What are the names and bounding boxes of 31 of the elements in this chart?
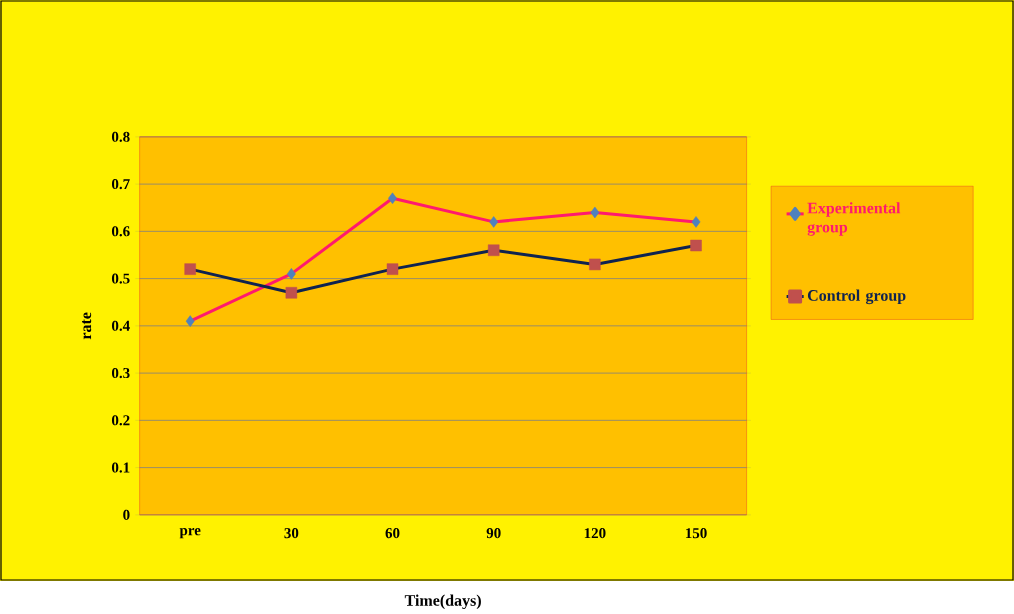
x-tick-label: 150: [685, 527, 707, 539]
y-tick-label: 0.6: [111, 226, 130, 237]
point: [690, 239, 702, 252]
y-tick-label: 0.1: [111, 462, 130, 473]
point: [489, 216, 499, 228]
y-tick-label: 0: [123, 509, 130, 520]
y-tick-label: 0.7: [111, 178, 130, 190]
point: [388, 192, 397, 204]
x-tick-label: 120: [584, 527, 606, 539]
point: [185, 315, 195, 327]
point: [285, 286, 298, 299]
point: [691, 216, 701, 228]
legend-label: Experimental group: [807, 202, 901, 236]
y-axis-title: rate: [82, 312, 92, 340]
point: [590, 206, 600, 219]
x-tick-label: pre: [179, 527, 201, 539]
point: [184, 263, 196, 275]
legend-label: Control group: [807, 289, 906, 305]
point: [589, 258, 601, 271]
point: [286, 268, 296, 280]
x-tick-label: 30: [284, 527, 299, 539]
y-tick-label: 0.5: [111, 273, 130, 284]
y-tick-label: 0.8: [111, 131, 130, 142]
point: [386, 263, 399, 275]
y-tick-label: 0.2: [111, 415, 130, 426]
x-tick-label: 90: [486, 527, 501, 539]
x-axis-title: Time(days): [404, 594, 481, 610]
x-tick-label: 60: [385, 527, 400, 539]
y-tick-label: 0.3: [111, 367, 130, 379]
y-tick-label: 0.4: [111, 320, 130, 331]
point: [487, 244, 500, 256]
